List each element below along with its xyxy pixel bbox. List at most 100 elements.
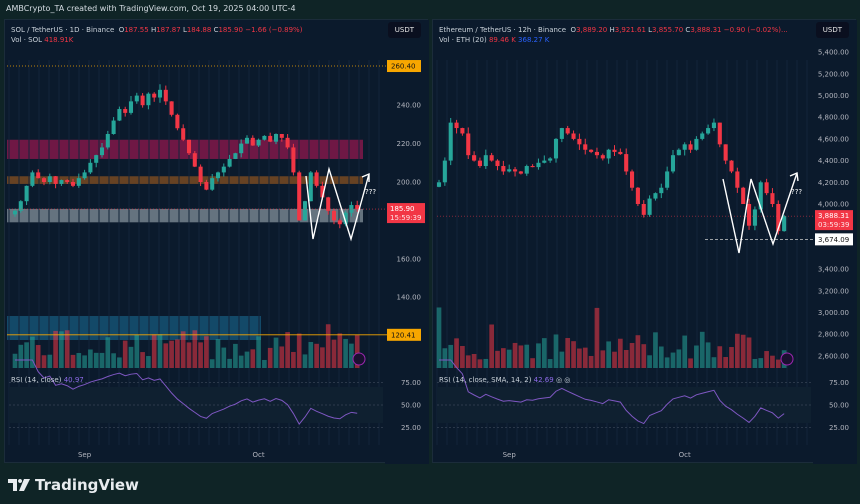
candle-body [134, 95, 139, 102]
candle-body [250, 137, 255, 146]
candle-body [244, 137, 250, 144]
volume-bar [717, 346, 723, 368]
volume-zone [7, 316, 261, 340]
eth-chart-panel[interactable]: 5,400.00 5,200.00 5,000.00 4,800.00 4,600.00… [432, 19, 857, 464]
support-badge [815, 233, 853, 246]
rsi-tick: 75.00 [829, 379, 849, 387]
candle-body [741, 187, 746, 204]
volume-bar [752, 358, 758, 368]
volume-bar [250, 349, 256, 368]
volume-bar [30, 336, 35, 368]
time-label-oct: Oct [253, 451, 265, 459]
currency-button[interactable]: USDT [387, 22, 421, 38]
volume-bar [70, 354, 76, 368]
volume-bar [24, 342, 29, 368]
volume-bar [618, 338, 623, 368]
candle-body [694, 138, 699, 150]
price-tick: 3,000.00 [818, 309, 849, 317]
candle-body [530, 166, 535, 168]
price-tick: 4,800.00 [818, 114, 849, 122]
candle-body [279, 134, 284, 138]
candle-body [624, 154, 629, 172]
volume-bar [163, 343, 169, 368]
volume-bar [658, 346, 664, 368]
candle-body [192, 153, 197, 167]
volume-bar [635, 335, 641, 368]
volume-bar [175, 339, 180, 368]
price-tick: 4,600.00 [818, 135, 849, 143]
candle-body [495, 160, 500, 167]
price-tick: 200.00 [397, 179, 422, 187]
level-badge [387, 60, 421, 73]
candle-body [612, 149, 617, 152]
eth-chart-canvas[interactable]: 5,400.00 5,200.00 5,000.00 4,800.00 4,600.00… [433, 20, 857, 464]
tradingview-logo[interactable]: TradingView [8, 476, 139, 494]
volume-bar [577, 348, 582, 368]
candle-body [320, 185, 325, 198]
candle-body [41, 178, 47, 182]
candle-body [326, 197, 331, 211]
volume-bar [186, 342, 192, 368]
candle-body [105, 134, 110, 148]
volume-bar [746, 337, 752, 368]
symbol-label[interactable]: Ethereum / TetherUS · 12h · Binance [439, 26, 567, 34]
candle-body [59, 180, 64, 184]
volume-bar [117, 357, 122, 368]
candle-body [682, 144, 687, 150]
volume-bar [582, 347, 588, 368]
volume-bar [262, 359, 267, 368]
candle-body [157, 89, 163, 98]
candle-body [302, 201, 308, 221]
time-label-oct: Oct [679, 451, 691, 459]
candle-body [594, 151, 599, 156]
sol-chart-panel[interactable]: 240.00 220.00 200.00 160.00 140.00 75.00 50.00… [4, 19, 429, 464]
volume-bar [111, 353, 116, 368]
volume-bar [99, 352, 105, 368]
sol-chart-canvas[interactable]: 240.00 220.00 200.00 160.00 140.00 75.00 50.00… [5, 20, 429, 464]
candle-body [460, 128, 465, 134]
candle-body [711, 122, 716, 129]
volume-bar [670, 352, 676, 368]
candle-body [210, 178, 215, 190]
volume-bar [495, 350, 500, 368]
candle-body [618, 151, 623, 155]
symbol-label[interactable]: SOL / TetherUS · 1D · Binance [11, 26, 115, 34]
candle-body [776, 204, 781, 232]
candle-body [94, 155, 99, 163]
volume-bar [694, 345, 699, 368]
candle-body [215, 172, 221, 179]
volume-bar [588, 355, 594, 368]
candle-body [641, 204, 646, 215]
volume-bar [460, 345, 465, 368]
volume-bar [244, 351, 250, 368]
candle-body [331, 210, 337, 221]
level-label: 260.40 [391, 63, 416, 71]
countdown-label: 15:59:39 [390, 214, 421, 222]
rsi-tick: 25.00 [401, 424, 421, 432]
pattern-drawing [722, 172, 798, 254]
volume-bar [198, 342, 203, 368]
volume-bar [547, 359, 553, 368]
currency-button[interactable]: USDT [815, 22, 849, 38]
volume-bar [88, 349, 93, 368]
volume-bar [151, 334, 157, 368]
candle-body [18, 201, 23, 211]
volume-bar [76, 353, 82, 368]
price-tick: 140.00 [397, 294, 422, 302]
volume-bar [775, 359, 781, 368]
volume-bar [600, 350, 606, 368]
candle-body [454, 122, 459, 129]
candle-body [782, 216, 787, 232]
level-label: 120.41 [391, 331, 416, 339]
price-tick: 5,400.00 [818, 49, 849, 57]
volume-bar [501, 348, 506, 368]
pattern-drawing [305, 166, 370, 242]
candle-body [524, 166, 529, 174]
price-tick: 240.00 [397, 102, 422, 110]
candle-body [501, 166, 506, 172]
brand-name: TradingView [35, 476, 139, 494]
rsi-tick: 50.00 [401, 402, 421, 410]
volume-bar [735, 333, 740, 368]
price-axis [385, 20, 429, 464]
volume-bar [296, 333, 302, 368]
